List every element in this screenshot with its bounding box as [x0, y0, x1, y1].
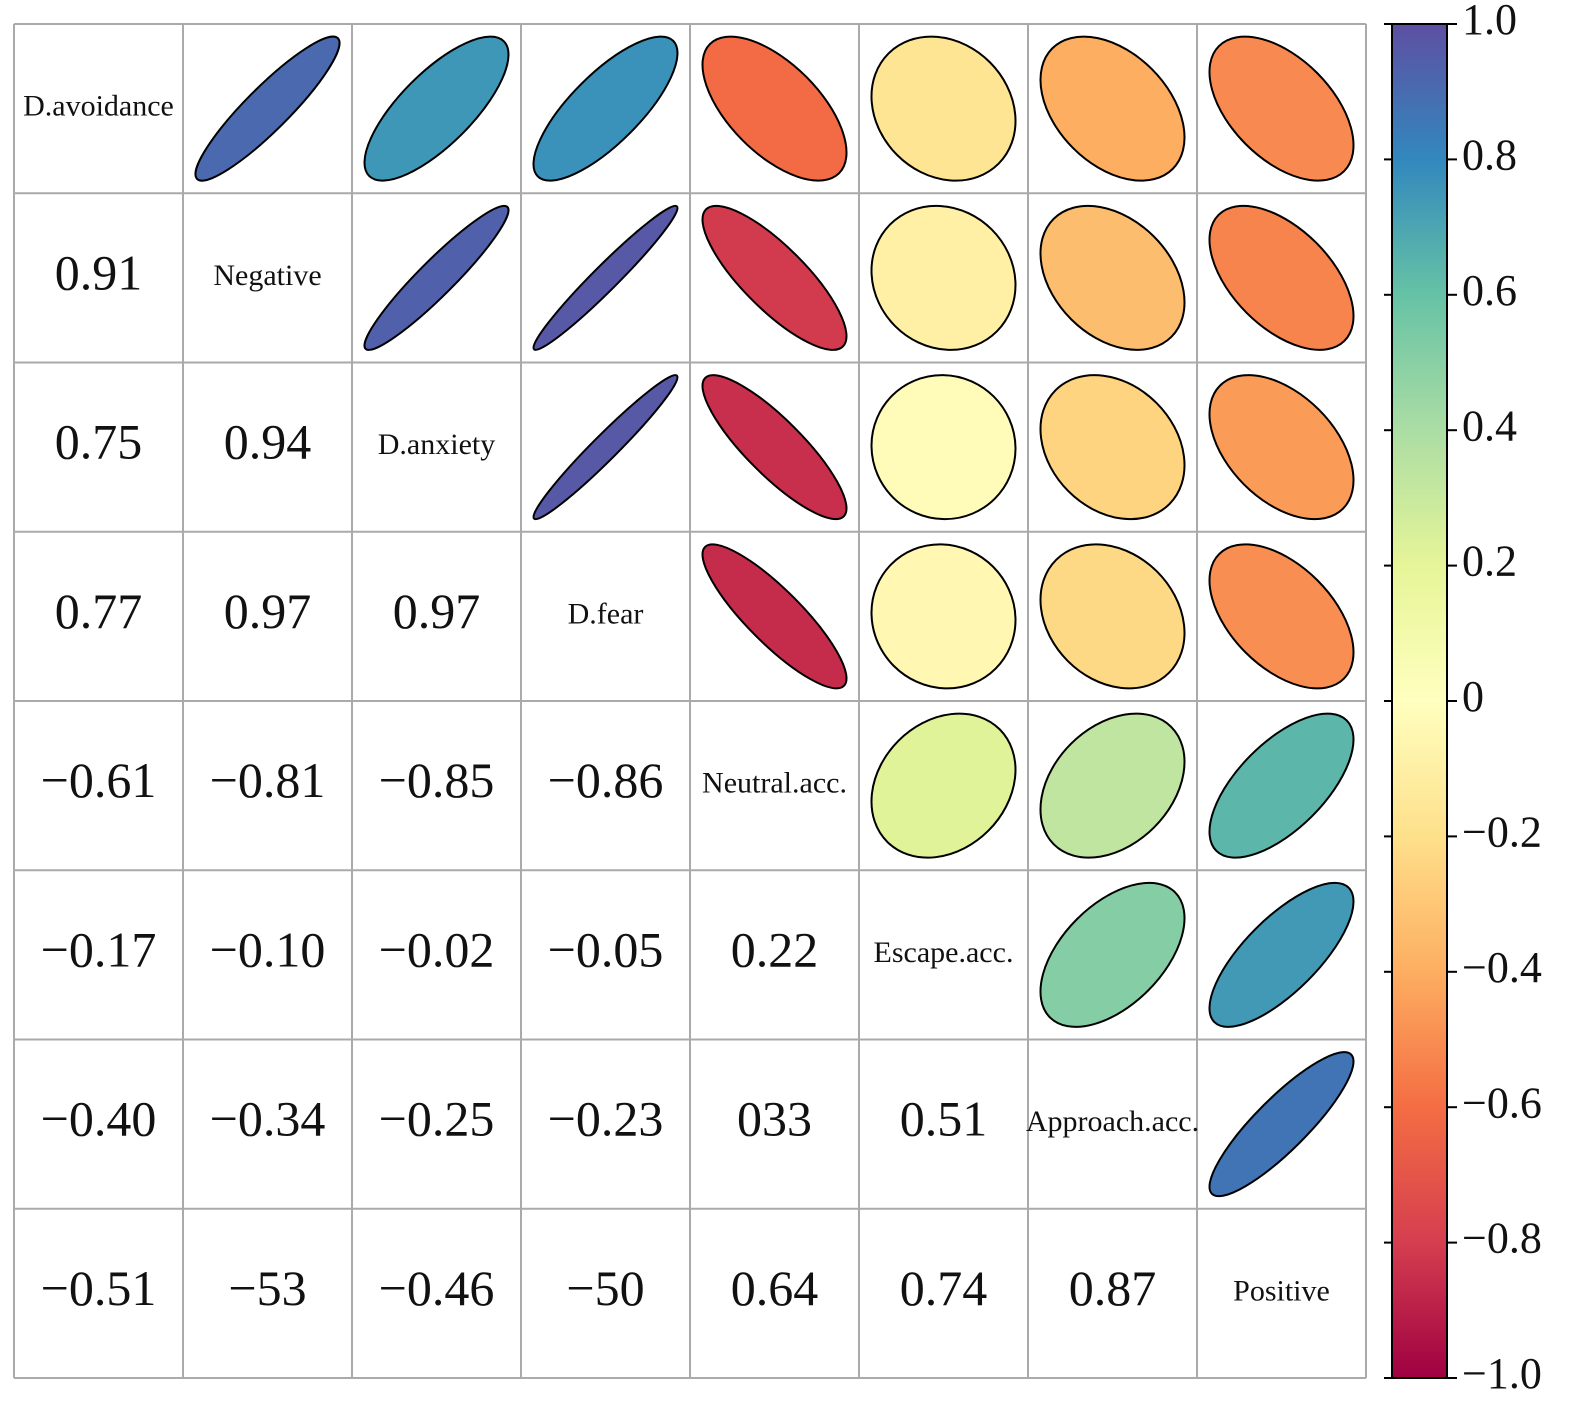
correlation-ellipse [870, 35, 1017, 182]
correlation-ellipse [870, 204, 1017, 351]
colorbar-tick-label: −1.0 [1462, 1349, 1542, 1398]
value-label: −0.51 [41, 1260, 157, 1316]
value-label: 0.77 [55, 583, 143, 639]
value-label: −0.34 [210, 1091, 326, 1147]
value-label: −0.46 [379, 1260, 495, 1316]
correlation-ellipse [701, 35, 848, 182]
correlation-ellipse [701, 204, 848, 351]
variable-label: Approach.acc. [1026, 1105, 1199, 1138]
variable-label: Positive [1233, 1274, 1330, 1307]
value-label: −50 [566, 1260, 644, 1316]
colorbar-tick-label: 1.0 [1462, 0, 1517, 44]
correlation-ellipse [1208, 881, 1355, 1028]
value-label: −0.25 [379, 1091, 495, 1147]
variable-label: Escape.acc. [874, 936, 1014, 969]
correlation-ellipse [1208, 35, 1355, 182]
correlation-ellipse [1208, 374, 1355, 521]
correlation-ellipse [363, 35, 510, 182]
value-label: −0.02 [379, 921, 495, 977]
correlation-ellipse [1039, 881, 1186, 1028]
colorbar-tick-label: 0.8 [1462, 130, 1517, 179]
correlation-ellipse [1208, 1051, 1355, 1198]
value-label: 0.94 [224, 414, 312, 470]
correlation-ellipse [1039, 35, 1186, 182]
variable-label: D.avoidance [23, 90, 174, 123]
value-label: 0.64 [731, 1260, 819, 1316]
correlation-ellipse [1208, 712, 1355, 859]
correlation-ellipse [870, 543, 1017, 690]
colorbar-tick-label: 0.6 [1462, 266, 1517, 315]
value-label: 0.75 [55, 414, 143, 470]
value-label: −0.05 [548, 921, 664, 977]
value-label: 0.97 [224, 583, 312, 639]
correlation-ellipse [701, 374, 848, 521]
colorbar-tick-label: −0.8 [1462, 1214, 1542, 1263]
value-label: 0.91 [55, 244, 143, 300]
value-label: 0.74 [900, 1260, 988, 1316]
variable-label: D.fear [568, 597, 644, 630]
correlation-ellipse [194, 35, 341, 182]
correlation-ellipse [701, 543, 848, 690]
correlation-ellipse [532, 374, 679, 521]
colorbar-tick-label: 0 [1462, 672, 1484, 721]
value-label: 0.87 [1069, 1260, 1157, 1316]
value-label: −0.10 [210, 921, 326, 977]
correlation-ellipse [1039, 712, 1186, 859]
colorbar-tick-label: −0.6 [1462, 1078, 1542, 1127]
colorbar [1391, 23, 1448, 1379]
value-label: 0.97 [393, 583, 481, 639]
value-label: −0.40 [41, 1091, 157, 1147]
value-label: −53 [228, 1260, 306, 1316]
correlation-ellipse [1039, 204, 1186, 351]
value-label: 033 [737, 1091, 812, 1147]
correlation-ellipse [1208, 543, 1355, 690]
correlation-ellipse [870, 374, 1017, 521]
correlation-ellipse [532, 35, 679, 182]
variable-label: Neutral.acc. [702, 767, 847, 800]
colorbar-tick-label: 0.4 [1462, 401, 1517, 450]
variable-label: Negative [213, 259, 321, 292]
correlation-ellipse [532, 204, 679, 351]
value-label: −0.85 [379, 752, 495, 808]
colorbar-tick-label: 0.2 [1462, 537, 1517, 586]
correlation-ellipse [870, 712, 1017, 859]
value-label: −0.86 [548, 752, 664, 808]
value-label: −0.23 [548, 1091, 664, 1147]
value-label: −0.61 [41, 752, 157, 808]
colorbar-tick-label: −0.4 [1462, 943, 1542, 992]
correlation-ellipse [1039, 543, 1186, 690]
value-label: −0.81 [210, 752, 326, 808]
variable-label: D.anxiety [378, 428, 495, 461]
correlation-ellipse [363, 204, 510, 351]
value-label: −0.17 [41, 921, 157, 977]
correlation-ellipse [1208, 204, 1355, 351]
value-label: 0.22 [731, 921, 819, 977]
correlation-ellipse [1039, 374, 1186, 521]
value-label: 0.51 [900, 1091, 988, 1147]
colorbar-tick-label: −0.2 [1462, 807, 1542, 856]
